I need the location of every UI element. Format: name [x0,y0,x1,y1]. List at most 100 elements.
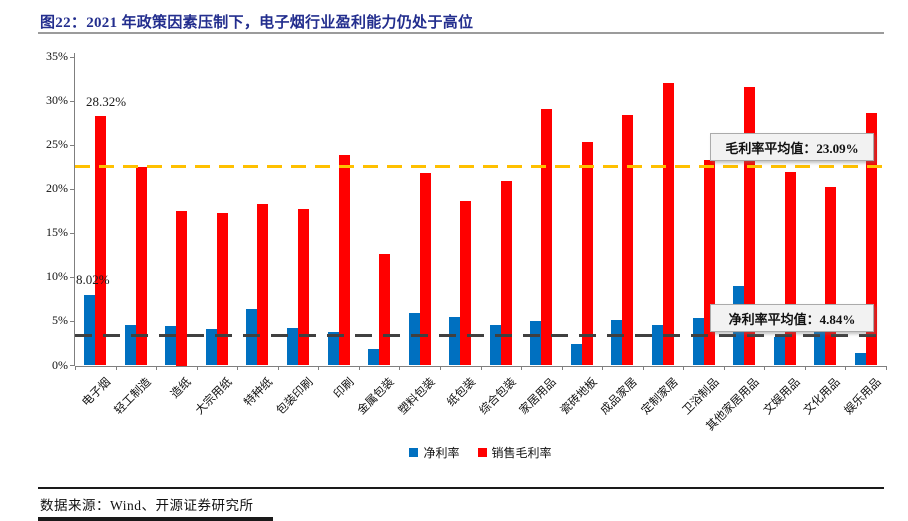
gross-margin-bar-16 [703,160,715,366]
x-category-label: 家居用品 [517,375,559,417]
x-tick-mark [764,365,766,370]
gross-margin-bar-6 [298,209,310,366]
x-tick-mark [439,365,441,370]
net-margin-bar-11 [489,324,501,366]
gross-margin-bar-18 [784,171,796,366]
title-divider [38,32,884,34]
net-margin-bar-5 [246,309,258,366]
gross-margin-bar-12 [541,109,553,366]
net-margin-value-label: 8.02% [76,272,110,287]
footer-divider [38,487,884,489]
net-margin-bar-9 [408,312,420,366]
gross-margin-bar-17 [744,86,756,366]
y-tick-mark [70,144,75,146]
x-category-label: 成品家居 [599,375,641,417]
x-tick-mark [115,365,117,370]
y-tick-mark [70,232,75,234]
y-tick-mark [70,320,75,322]
net-margin-bar-8 [368,348,380,366]
net-margin-average-annotation: 净利率平均值：4.84% [710,304,874,332]
net-margin-bar-13 [570,344,582,366]
net-margin-bar-10 [449,317,461,366]
y-tick-mark [70,56,75,58]
x-tick-mark [196,365,198,370]
y-tick-mark [70,365,75,366]
gross-margin-average-annotation: 毛利率平均值：23.09% [710,133,874,161]
x-tick-mark [277,365,279,370]
legend-label-gross-margin: 销售毛利率 [491,446,552,460]
y-tick-label: 20% [46,181,68,196]
x-category-label: 金属包装 [355,375,397,417]
gross-margin-bar-4 [216,213,228,366]
chart-legend: 净利率 销售毛利率 [75,444,886,461]
x-tick-mark [845,365,847,370]
page-edge-rule [38,517,273,521]
x-tick-mark [399,365,401,370]
x-tick-mark [318,365,320,370]
gross-margin-bar-5 [257,204,269,366]
x-category-label: 印刷 [331,375,357,401]
x-category-label: 塑料包装 [396,375,438,417]
y-tick-mark [70,276,75,278]
x-category-label: 文化用品 [801,375,843,417]
net-margin-average-line [75,334,886,338]
net-margin-average-label: 净利率平均值：4.84% [728,311,856,327]
x-category-label: 综合包装 [477,375,519,417]
gross-margin-average-line [75,164,886,168]
y-tick-mark [70,188,75,190]
data-source-note: 数据来源：Wind、开源证券研究所 [40,498,254,513]
y-tick-label: 25% [46,137,68,152]
y-axis [74,53,75,366]
x-category-label: 特种纸 [242,375,276,409]
net-margin-bar-2 [124,324,136,366]
gross-margin-bar-11 [500,181,512,366]
legend-label-net-margin: 净利率 [423,446,460,460]
x-category-label: 娱乐用品 [842,375,884,417]
y-tick-label: 10% [46,269,68,284]
net-margin-bar-20 [854,353,866,366]
x-category-label: 纸包装 [444,375,478,409]
gross-margin-bar-2 [135,167,147,366]
y-tick-mark [70,100,75,102]
x-category-label: 造纸 [169,375,194,401]
x-tick-mark [561,365,563,370]
gross-margin-bar-20 [865,112,877,366]
net-margin-bar-6 [287,327,299,366]
gross-margin-value-label: 28.32% [86,94,127,109]
x-category-label: 瓷砖地板 [558,375,600,417]
gross-margin-bar-19 [825,186,837,366]
x-tick-mark [723,365,725,370]
x-category-label: 文娱用品 [761,375,803,417]
net-margin-bar-12 [530,321,542,366]
net-margin-bar-18 [773,337,785,366]
x-tick-mark [602,365,604,370]
net-margin-bar-7 [327,332,339,366]
x-tick-mark [237,365,239,370]
y-tick-label: 0% [52,357,68,372]
x-category-label: 电子烟 [80,375,113,409]
gross-margin-swatch-icon [477,448,487,457]
x-tick-mark [75,365,76,370]
x-category-label: 轻工制造 [112,375,154,417]
net-margin-bar-16 [692,317,704,366]
net-margin-bar-4 [205,329,217,366]
net-margin-bar-14 [611,319,623,366]
x-tick-mark [358,365,360,370]
legend-item-gross-margin: 销售毛利率 [477,444,552,461]
y-tick-label: 15% [46,225,68,240]
gross-margin-bar-3 [176,211,188,366]
y-tick-label: 5% [52,313,68,328]
gross-margin-bar-13 [581,141,593,366]
x-category-label: 大宗用纸 [193,375,235,417]
gross-margin-average-label: 毛利率平均值：23.09% [725,140,859,156]
gross-margin-bar-14 [622,115,634,366]
gross-margin-bar-1 [95,115,107,366]
legend-item-net-margin: 净利率 [409,444,460,461]
x-tick-mark [804,365,806,370]
gross-margin-bar-8 [379,254,391,366]
x-tick-mark [480,365,482,370]
figure-title: 图22：2021 年政策因素压制下，电子烟行业盈利能力仍处于高位 [40,15,474,31]
net-margin-bar-19 [814,327,826,366]
y-tick-label: 30% [46,93,68,108]
net-margin-bar-3 [165,325,177,366]
